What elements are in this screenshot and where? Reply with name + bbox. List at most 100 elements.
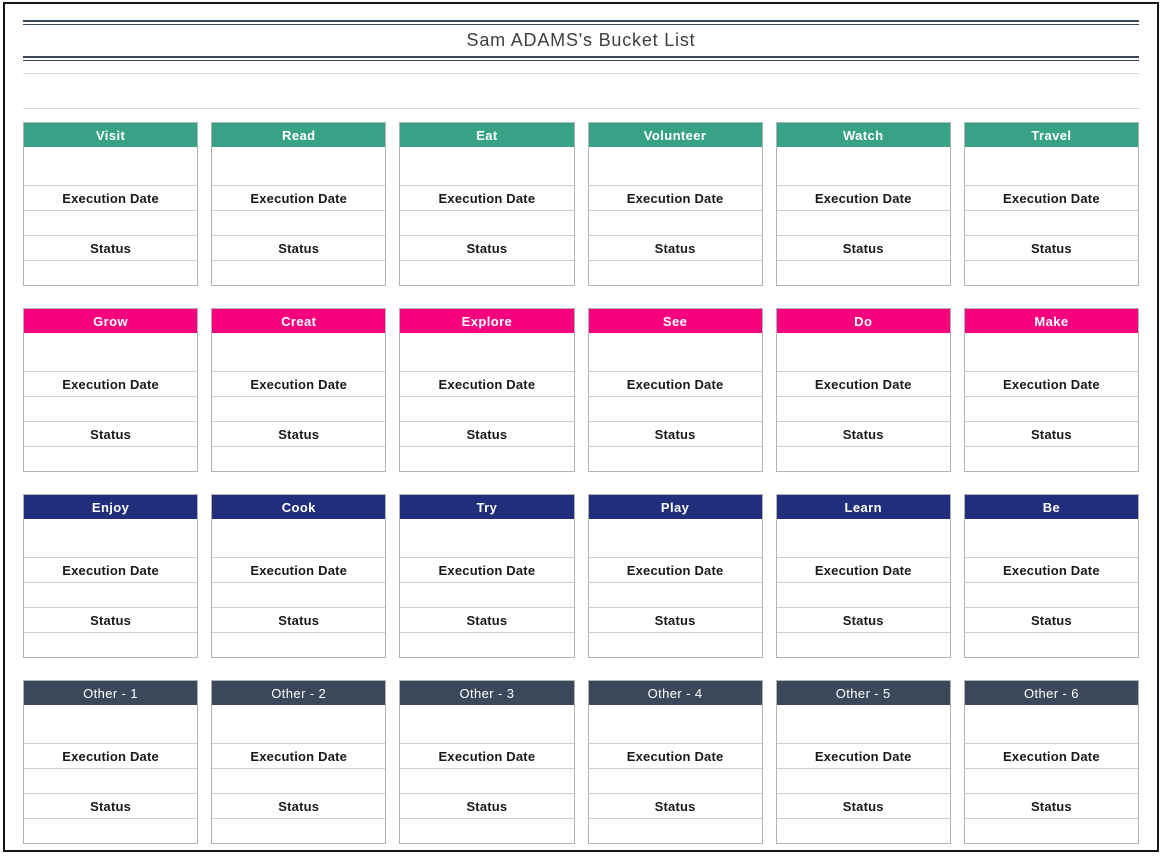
status-value-cell[interactable] [588, 260, 762, 285]
status-value-cell[interactable] [588, 446, 762, 471]
card-header: Travel [964, 123, 1138, 147]
item-name-cell[interactable] [964, 705, 1138, 743]
item-name-cell[interactable] [776, 333, 950, 371]
card-header: Watch [776, 123, 950, 147]
status-value-cell[interactable] [24, 260, 198, 285]
card-header: Other - 6 [964, 681, 1138, 705]
status-value-cell[interactable] [212, 818, 386, 843]
item-name-cell[interactable] [588, 147, 762, 185]
execution-date-value-cell[interactable] [964, 582, 1138, 607]
card: Other - 4 Execution Date Status [587, 680, 763, 844]
item-name-cell[interactable] [24, 705, 198, 743]
status-value-cell[interactable] [776, 818, 950, 843]
item-name-cell[interactable] [776, 705, 950, 743]
execution-date-value-cell[interactable] [776, 582, 950, 607]
item-name-cell[interactable] [212, 705, 386, 743]
card-header: Other - 4 [588, 681, 762, 705]
status-value-cell[interactable] [776, 446, 950, 471]
status-value-cell[interactable] [400, 818, 574, 843]
item-name-cell[interactable] [964, 147, 1138, 185]
title-rule-bottom [23, 56, 1139, 61]
item-name-cell[interactable] [212, 147, 386, 185]
status-value-cell[interactable] [964, 632, 1138, 657]
execution-date-value-cell[interactable] [776, 210, 950, 235]
status-value-cell[interactable] [964, 260, 1138, 285]
execution-date-label: Execution Date [24, 371, 198, 396]
item-name-cell[interactable] [400, 705, 574, 743]
card: Try Execution Date Status [399, 494, 575, 658]
row-separator [23, 108, 1139, 109]
execution-date-value-cell[interactable] [588, 768, 762, 793]
item-name-cell[interactable] [588, 333, 762, 371]
card-header: Volunteer [588, 123, 762, 147]
execution-date-value-cell[interactable] [24, 210, 198, 235]
execution-date-label: Execution Date [588, 743, 762, 768]
item-name-cell[interactable] [212, 519, 386, 557]
execution-date-value-cell[interactable] [212, 396, 386, 421]
status-value-cell[interactable] [212, 632, 386, 657]
execution-date-value-cell[interactable] [24, 396, 198, 421]
page-content: Sam ADAMS's Bucket List Visit Execution … [5, 20, 1157, 844]
item-name-cell[interactable] [776, 147, 950, 185]
status-value-cell[interactable] [400, 446, 574, 471]
execution-date-value-cell[interactable] [24, 582, 198, 607]
status-value-cell[interactable] [964, 446, 1138, 471]
execution-date-value-cell[interactable] [776, 396, 950, 421]
execution-date-value-cell[interactable] [964, 768, 1138, 793]
item-name-cell[interactable] [24, 147, 198, 185]
execution-date-value-cell[interactable] [400, 396, 574, 421]
execution-date-label: Execution Date [400, 185, 574, 210]
execution-date-value-cell[interactable] [400, 210, 574, 235]
status-label: Status [24, 607, 198, 632]
status-value-cell[interactable] [24, 632, 198, 657]
card: Be Execution Date Status [963, 494, 1139, 658]
execution-date-value-cell[interactable] [400, 768, 574, 793]
item-name-cell[interactable] [400, 333, 574, 371]
status-value-cell[interactable] [400, 260, 574, 285]
status-value-cell[interactable] [588, 818, 762, 843]
card-header: Learn [776, 495, 950, 519]
status-value-cell[interactable] [776, 632, 950, 657]
execution-date-label: Execution Date [212, 371, 386, 396]
execution-date-value-cell[interactable] [964, 210, 1138, 235]
execution-date-value-cell[interactable] [964, 396, 1138, 421]
execution-date-value-cell[interactable] [212, 582, 386, 607]
status-value-cell[interactable] [24, 446, 198, 471]
item-name-cell[interactable] [588, 705, 762, 743]
page-title: Sam ADAMS's Bucket List [466, 30, 696, 50]
status-value-cell[interactable] [24, 818, 198, 843]
card: Other - 3 Execution Date Status [399, 680, 575, 844]
item-name-cell[interactable] [964, 519, 1138, 557]
item-name-cell[interactable] [24, 333, 198, 371]
status-value-cell[interactable] [212, 260, 386, 285]
status-value-cell[interactable] [588, 632, 762, 657]
item-name-cell[interactable] [400, 519, 574, 557]
status-value-cell[interactable] [212, 446, 386, 471]
execution-date-value-cell[interactable] [588, 582, 762, 607]
execution-date-value-cell[interactable] [212, 768, 386, 793]
execution-date-value-cell[interactable] [588, 210, 762, 235]
execution-date-value-cell[interactable] [776, 768, 950, 793]
item-name-cell[interactable] [964, 333, 1138, 371]
execution-date-label: Execution Date [964, 371, 1138, 396]
execution-date-label: Execution Date [776, 371, 950, 396]
card: Play Execution Date Status [587, 494, 763, 658]
item-name-cell[interactable] [24, 519, 198, 557]
execution-date-label: Execution Date [964, 185, 1138, 210]
card: Read Execution Date Status [211, 122, 387, 286]
item-name-cell[interactable] [212, 333, 386, 371]
execution-date-value-cell[interactable] [400, 582, 574, 607]
item-name-cell[interactable] [588, 519, 762, 557]
status-value-cell[interactable] [400, 632, 574, 657]
execution-date-label: Execution Date [400, 371, 574, 396]
execution-date-value-cell[interactable] [588, 396, 762, 421]
status-value-cell[interactable] [776, 260, 950, 285]
execution-date-value-cell[interactable] [24, 768, 198, 793]
status-label: Status [212, 607, 386, 632]
card-header: Other - 1 [24, 681, 198, 705]
item-name-cell[interactable] [776, 519, 950, 557]
status-value-cell[interactable] [964, 818, 1138, 843]
execution-date-label: Execution Date [964, 743, 1138, 768]
execution-date-value-cell[interactable] [212, 210, 386, 235]
item-name-cell[interactable] [400, 147, 574, 185]
